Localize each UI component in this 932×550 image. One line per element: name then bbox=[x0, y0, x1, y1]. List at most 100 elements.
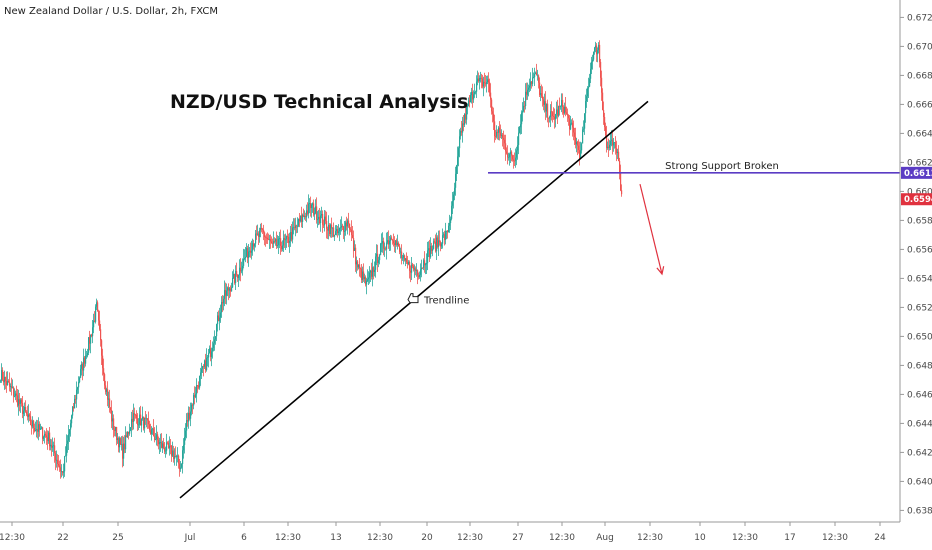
candle bbox=[34, 423, 36, 433]
candle bbox=[397, 234, 399, 250]
y-axis[interactable]: 0.67200 0.67000 0.66800 0.66600 0.66400 0.662… bbox=[899, 0, 932, 522]
candle bbox=[605, 122, 607, 138]
candle bbox=[441, 242, 443, 250]
candle bbox=[391, 235, 393, 240]
candle bbox=[310, 196, 312, 217]
candle bbox=[191, 402, 193, 416]
candle bbox=[504, 134, 506, 150]
candle bbox=[256, 225, 258, 240]
candle bbox=[116, 426, 118, 446]
candle bbox=[429, 239, 431, 262]
candle bbox=[102, 348, 104, 376]
candle bbox=[379, 253, 381, 265]
candle bbox=[407, 255, 409, 269]
candle bbox=[482, 74, 484, 89]
candle bbox=[93, 313, 95, 334]
x-tick-label: 20 bbox=[421, 533, 433, 543]
candle bbox=[387, 231, 389, 245]
candle bbox=[374, 261, 376, 277]
candle bbox=[348, 212, 350, 228]
candle bbox=[248, 244, 250, 267]
candle bbox=[177, 447, 179, 463]
candle bbox=[189, 406, 191, 421]
candle bbox=[558, 105, 560, 118]
candle bbox=[385, 246, 387, 251]
candle bbox=[23, 405, 25, 424]
candle bbox=[156, 425, 158, 446]
candle bbox=[494, 114, 496, 143]
candle bbox=[46, 428, 48, 445]
candle bbox=[149, 420, 151, 433]
candle bbox=[525, 83, 527, 110]
candle bbox=[587, 86, 589, 102]
candle bbox=[63, 463, 65, 479]
candle bbox=[50, 438, 52, 451]
candle bbox=[470, 92, 472, 103]
candle bbox=[574, 128, 576, 146]
candle bbox=[76, 381, 78, 408]
candle bbox=[47, 430, 49, 450]
candle bbox=[229, 286, 231, 299]
candle bbox=[73, 403, 75, 412]
candle bbox=[321, 206, 323, 219]
candle bbox=[270, 234, 272, 249]
plot-area[interactable] bbox=[0, 0, 900, 522]
candle bbox=[89, 330, 91, 351]
candle bbox=[496, 125, 498, 139]
candle bbox=[52, 437, 54, 452]
x-tick-label: 13 bbox=[330, 533, 341, 543]
candle bbox=[284, 234, 286, 249]
candle bbox=[18, 389, 20, 416]
x-axis[interactable]: 12:30 22 25 Jul 6 12:30 13 12:30 20 12:30 27 12:30 A… bbox=[0, 521, 900, 543]
candle bbox=[208, 348, 210, 368]
x-tick-label: 12:30 bbox=[732, 533, 758, 543]
candle bbox=[184, 427, 186, 454]
candle bbox=[408, 260, 410, 266]
candle bbox=[490, 83, 492, 108]
candle bbox=[331, 217, 333, 238]
candle bbox=[27, 405, 29, 421]
candle bbox=[566, 106, 568, 115]
candle bbox=[165, 446, 167, 458]
candle bbox=[272, 238, 274, 249]
candle bbox=[55, 450, 57, 471]
candle bbox=[347, 218, 349, 235]
x-tick-label: 12:30 bbox=[0, 533, 25, 543]
candle bbox=[356, 256, 358, 274]
candle bbox=[478, 72, 480, 83]
candle bbox=[152, 427, 154, 435]
candle bbox=[81, 361, 83, 376]
candle bbox=[377, 244, 379, 272]
candle bbox=[100, 324, 102, 347]
candle bbox=[25, 400, 27, 413]
candle bbox=[542, 86, 544, 107]
candle bbox=[370, 269, 372, 282]
candle bbox=[182, 445, 184, 474]
candle bbox=[98, 309, 100, 326]
candle bbox=[176, 454, 178, 466]
candle bbox=[206, 348, 208, 372]
candle bbox=[254, 243, 256, 252]
candle bbox=[70, 419, 72, 437]
candle bbox=[43, 435, 45, 442]
candle bbox=[378, 256, 380, 268]
candle bbox=[88, 337, 90, 356]
candle bbox=[328, 215, 330, 240]
chart-title: NZD/USD Technical Analysis bbox=[170, 91, 468, 113]
candle bbox=[38, 417, 40, 441]
candle bbox=[28, 404, 30, 423]
candle bbox=[355, 244, 357, 272]
y-tick-label: 0.63800 bbox=[907, 506, 932, 516]
candle bbox=[144, 417, 146, 433]
candle bbox=[576, 138, 578, 153]
candle bbox=[108, 391, 110, 408]
candle bbox=[250, 242, 252, 258]
candle bbox=[578, 139, 580, 154]
x-tick-label: 22 bbox=[57, 533, 68, 543]
candle bbox=[532, 67, 534, 87]
candle bbox=[167, 441, 169, 445]
candle bbox=[259, 227, 261, 243]
candle bbox=[64, 455, 66, 477]
candle bbox=[607, 141, 609, 150]
